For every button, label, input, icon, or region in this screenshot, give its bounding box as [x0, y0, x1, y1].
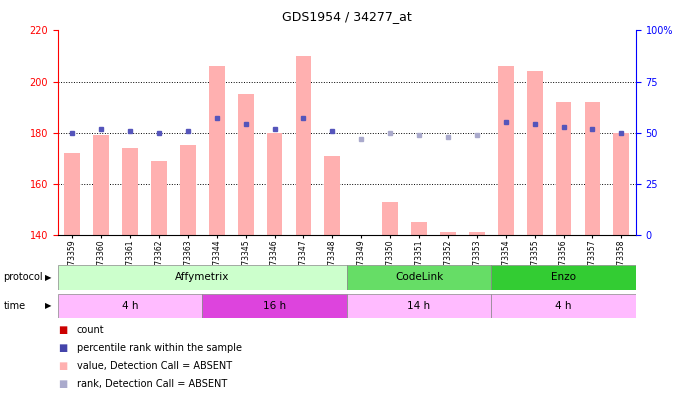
Bar [411, 222, 427, 235]
Bar [65, 153, 80, 235]
Bar [527, 71, 543, 235]
Bar [347, 265, 492, 290]
Text: protocol: protocol [3, 273, 43, 282]
Text: ■: ■ [58, 343, 67, 353]
Text: ■: ■ [58, 325, 67, 335]
Bar [613, 133, 629, 235]
Bar [238, 94, 254, 235]
Bar [267, 133, 282, 235]
Text: CodeLink: CodeLink [395, 273, 443, 282]
Bar [347, 294, 492, 318]
Bar [498, 66, 513, 235]
Text: value, Detection Call = ABSENT: value, Detection Call = ABSENT [77, 361, 232, 371]
Text: 4 h: 4 h [556, 301, 572, 311]
Bar [122, 148, 138, 235]
Text: ▶: ▶ [44, 273, 51, 282]
Bar [324, 156, 340, 235]
Text: ▶: ▶ [44, 301, 51, 310]
Bar [93, 135, 109, 235]
Bar [209, 66, 224, 235]
Bar [492, 265, 636, 290]
Text: Enzo: Enzo [551, 273, 576, 282]
Text: 14 h: 14 h [407, 301, 430, 311]
Text: ■: ■ [58, 361, 67, 371]
Text: count: count [77, 325, 105, 335]
Text: rank, Detection Call = ABSENT: rank, Detection Call = ABSENT [77, 379, 227, 388]
Text: 16 h: 16 h [263, 301, 286, 311]
Bar [585, 102, 600, 235]
Bar [180, 145, 196, 235]
Text: 4 h: 4 h [122, 301, 138, 311]
Text: time: time [3, 301, 26, 311]
Bar [556, 102, 571, 235]
Text: Affymetrix: Affymetrix [175, 273, 229, 282]
Bar [58, 265, 347, 290]
Bar [382, 202, 398, 235]
Text: GDS1954 / 34277_at: GDS1954 / 34277_at [282, 10, 411, 23]
Text: percentile rank within the sample: percentile rank within the sample [77, 343, 242, 353]
Bar [440, 232, 456, 235]
Bar [296, 56, 311, 235]
Bar [469, 232, 485, 235]
Bar [151, 161, 167, 235]
Text: ■: ■ [58, 379, 67, 388]
Bar [203, 294, 347, 318]
Bar [58, 294, 203, 318]
Bar [492, 294, 636, 318]
